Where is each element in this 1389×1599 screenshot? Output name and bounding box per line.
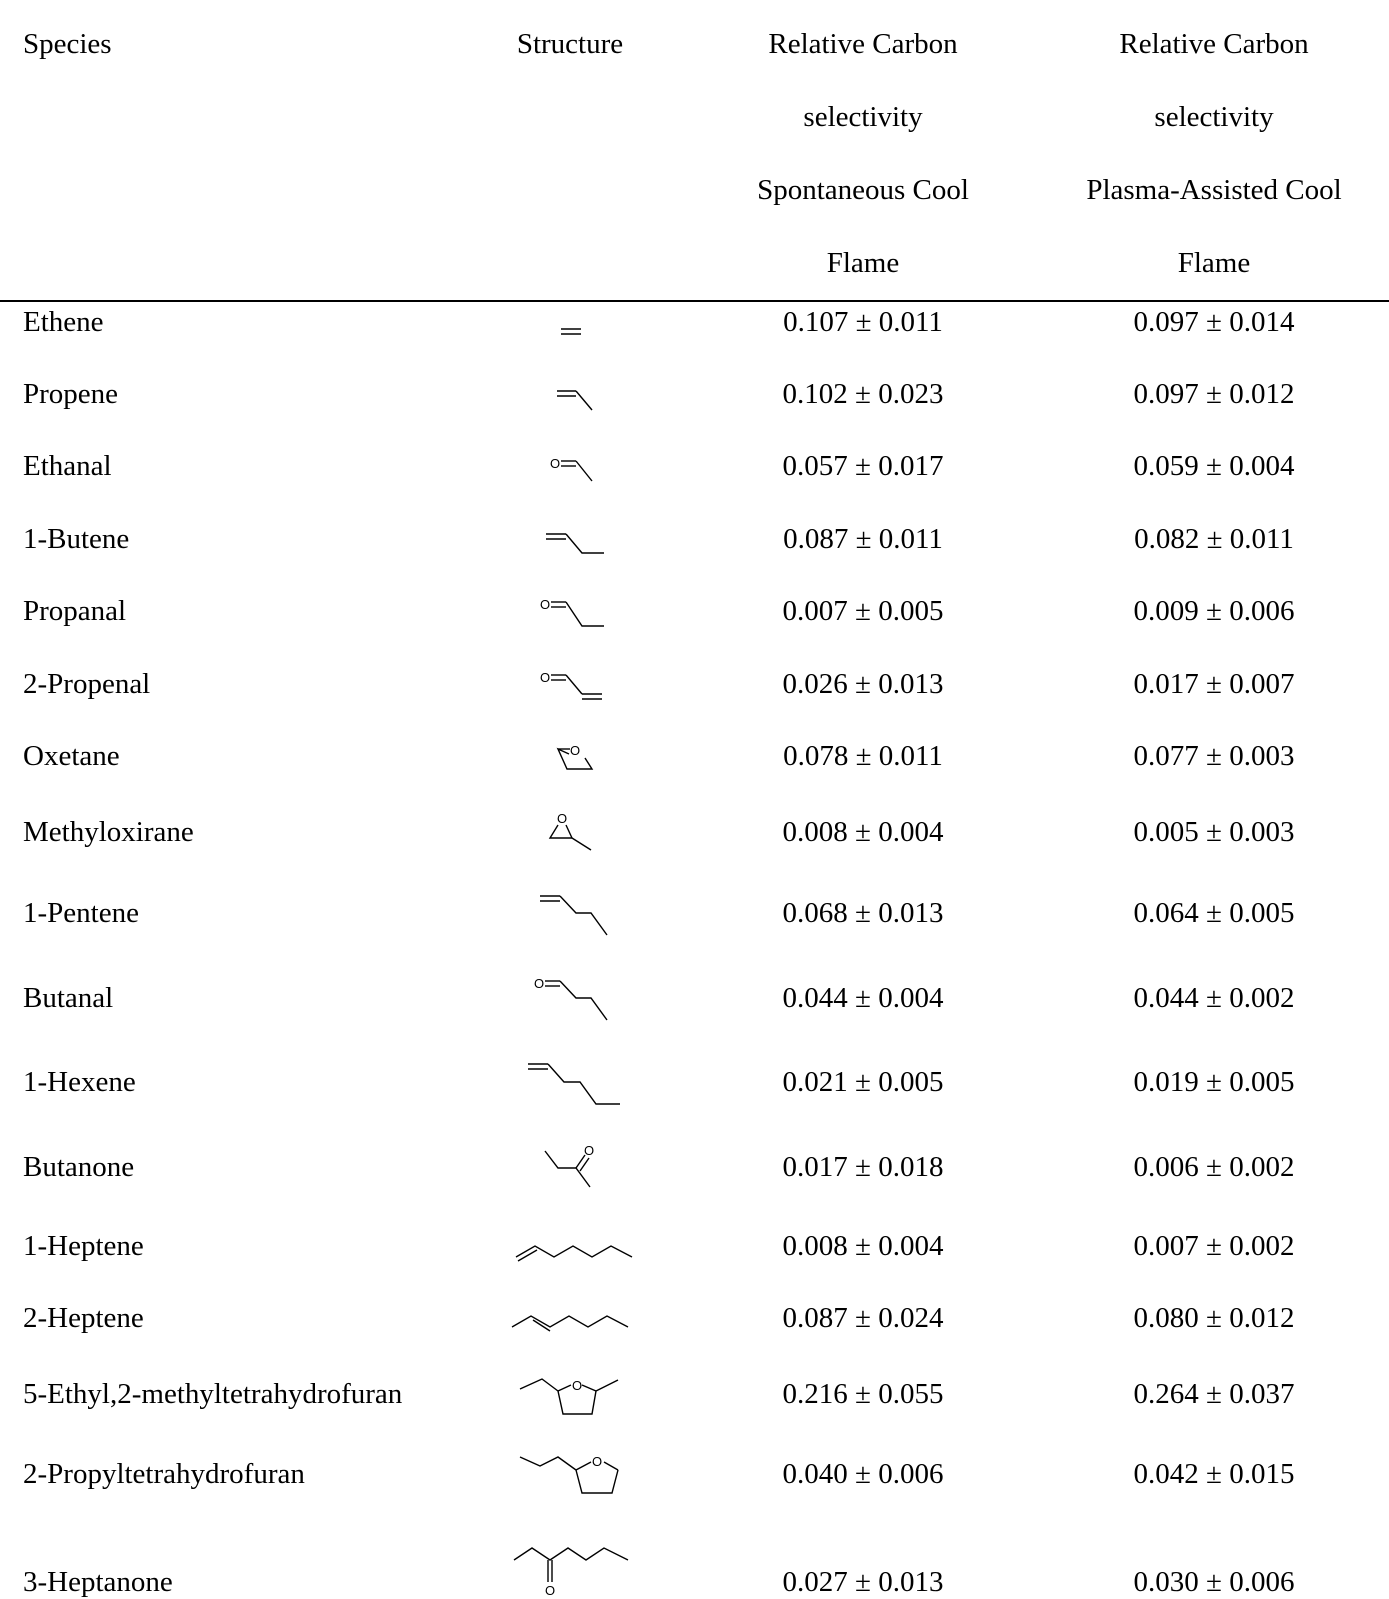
plasma-value: 0.044 ± 0.002 bbox=[1133, 982, 1295, 1014]
spontaneous-value: 0.044 ± 0.004 bbox=[782, 982, 944, 1014]
hexene-structure-icon bbox=[528, 1063, 620, 1105]
species-name: 1-Pentene bbox=[23, 897, 139, 929]
spontaneous-value: 0.102 ± 0.023 bbox=[782, 378, 944, 410]
svg-text:O: O bbox=[540, 597, 550, 612]
species-name: Methyloxirane bbox=[23, 816, 194, 848]
species-name: 2-Propenal bbox=[23, 668, 151, 700]
spontaneous-value: 0.040 ± 0.006 bbox=[782, 1458, 944, 1490]
spontaneous-value: 0.017 ± 0.018 bbox=[782, 1151, 944, 1183]
pentene-structure-icon bbox=[540, 895, 608, 936]
svg-text:O: O bbox=[540, 670, 550, 685]
svg-text:O: O bbox=[557, 811, 567, 826]
plasma-value: 0.264 ± 0.037 bbox=[1133, 1378, 1295, 1410]
species-name: 1-Hexene bbox=[23, 1066, 136, 1098]
spontaneous-value: 0.008 ± 0.004 bbox=[782, 816, 944, 848]
species-name: Butanal bbox=[23, 982, 114, 1014]
svg-text:O: O bbox=[592, 1454, 602, 1469]
plasma-value: 0.030 ± 0.006 bbox=[1133, 1566, 1295, 1598]
spontaneous-value: 0.021 ± 0.005 bbox=[782, 1066, 944, 1098]
spontaneous-value: 0.068 ± 0.013 bbox=[782, 897, 944, 929]
species-name: Butanone bbox=[23, 1151, 135, 1183]
methyloxirane-structure-icon: O bbox=[548, 811, 592, 851]
header-species: Species bbox=[23, 28, 112, 60]
propyltetrahydrofuran-structure-icon: O bbox=[519, 1454, 619, 1494]
plasma-value: 0.097 ± 0.012 bbox=[1133, 378, 1295, 410]
header-plasma: Relative Carbon selectivity Plasma-Assis… bbox=[1086, 28, 1342, 279]
plasma-value: 0.064 ± 0.005 bbox=[1133, 897, 1295, 929]
butene-structure-icon bbox=[546, 533, 604, 554]
butanone-structure-icon: O bbox=[544, 1143, 594, 1188]
ethylmethyltetrahydrofuran-structure-icon: O bbox=[519, 1378, 619, 1415]
species-name: 2-Heptene bbox=[23, 1302, 144, 1334]
plasma-value: 0.077 ± 0.003 bbox=[1133, 740, 1295, 772]
plasma-value: 0.005 ± 0.003 bbox=[1133, 816, 1295, 848]
species-name: 2-Propyltetrahydrofuran bbox=[23, 1458, 305, 1490]
plasma-value: 0.019 ± 0.005 bbox=[1133, 1066, 1295, 1098]
svg-text:O: O bbox=[572, 1378, 582, 1393]
heptanone-structure-icon: O bbox=[513, 1547, 629, 1598]
species-name: Oxetane bbox=[23, 740, 120, 772]
plasma-value: 0.059 ± 0.004 bbox=[1133, 450, 1295, 482]
spontaneous-value: 0.057 ± 0.017 bbox=[782, 450, 944, 482]
species-name: Propanal bbox=[23, 595, 127, 627]
spontaneous-value: 0.008 ± 0.004 bbox=[782, 1230, 944, 1262]
plasma-value: 0.082 ± 0.011 bbox=[1134, 523, 1294, 555]
2-heptene-structure-icon bbox=[511, 1315, 629, 1332]
plasma-value: 0.006 ± 0.002 bbox=[1133, 1151, 1295, 1183]
ethene-structure-icon bbox=[561, 328, 581, 335]
spontaneous-value: 0.007 ± 0.005 bbox=[782, 595, 944, 627]
spontaneous-value: 0.216 ± 0.055 bbox=[782, 1378, 944, 1410]
spontaneous-value: 0.027 ± 0.013 bbox=[782, 1566, 944, 1598]
plasma-value: 0.042 ± 0.015 bbox=[1133, 1458, 1295, 1490]
svg-text:O: O bbox=[534, 976, 544, 991]
plasma-value: 0.007 ± 0.002 bbox=[1133, 1230, 1295, 1262]
species-name: Ethene bbox=[23, 306, 104, 338]
species-name: Ethanal bbox=[23, 450, 112, 482]
svg-text:O: O bbox=[584, 1143, 594, 1158]
spontaneous-value: 0.107 ± 0.011 bbox=[783, 306, 943, 338]
oxetane-structure-icon: O bbox=[556, 743, 594, 770]
svg-text:O: O bbox=[570, 743, 580, 758]
species-name: 1-Heptene bbox=[23, 1230, 144, 1262]
ethanal-structure-icon: O bbox=[550, 456, 593, 482]
spontaneous-value: 0.078 ± 0.011 bbox=[783, 740, 943, 772]
header-rule bbox=[0, 300, 1389, 302]
header-spontaneous: Relative Carbon selectivity Spontaneous … bbox=[757, 28, 969, 279]
spontaneous-value: 0.087 ± 0.024 bbox=[782, 1302, 944, 1334]
propene-structure-icon bbox=[557, 390, 593, 411]
svg-text:O: O bbox=[545, 1583, 555, 1598]
plasma-value: 0.080 ± 0.012 bbox=[1133, 1302, 1295, 1334]
spontaneous-value: 0.026 ± 0.013 bbox=[782, 668, 944, 700]
species-name: 1-Butene bbox=[23, 523, 130, 555]
plasma-value: 0.009 ± 0.006 bbox=[1133, 595, 1295, 627]
1-heptene-structure-icon bbox=[515, 1245, 633, 1262]
svg-text:O: O bbox=[550, 456, 560, 471]
header-structure: Structure bbox=[516, 28, 624, 60]
propanal-structure-icon: O bbox=[540, 597, 604, 627]
propenal-structure-icon: O bbox=[540, 670, 602, 700]
species-name: 3-Heptanone bbox=[23, 1566, 173, 1598]
species-name: Propene bbox=[23, 378, 119, 410]
plasma-value: 0.097 ± 0.014 bbox=[1133, 306, 1295, 338]
species-name: 5-Ethyl,2-methyltetrahydrofuran bbox=[23, 1378, 403, 1410]
butanal-structure-icon: O bbox=[534, 976, 608, 1021]
spontaneous-value: 0.087 ± 0.011 bbox=[783, 523, 943, 555]
plasma-value: 0.017 ± 0.007 bbox=[1133, 668, 1295, 700]
